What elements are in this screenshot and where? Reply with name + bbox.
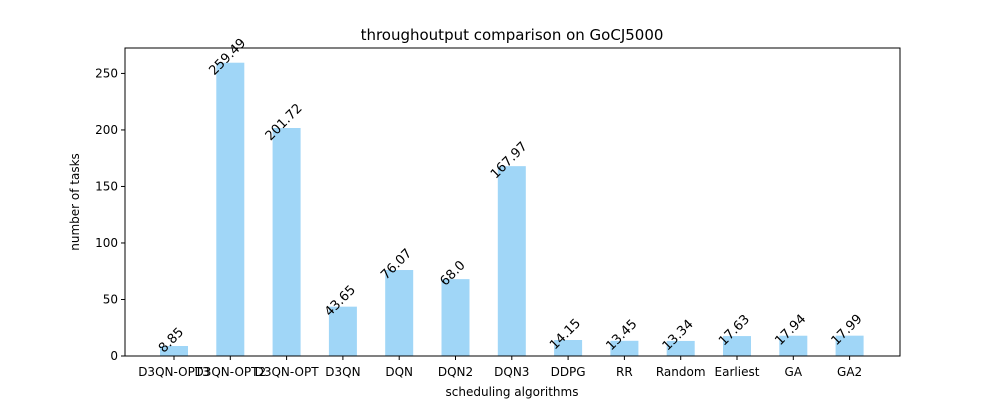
x-tick-label: D3QN-OPT2 [194, 365, 266, 379]
x-tick-label: DQN [385, 365, 413, 379]
y-axis-label: number of tasks [68, 153, 82, 251]
chart-title: throughoutput comparison on GoCJ5000 [361, 26, 664, 44]
x-tick-label: GA [785, 365, 803, 379]
x-tick-label: DQN3 [494, 365, 529, 379]
x-tick-label: Earliest [715, 365, 760, 379]
y-tick-label: 250 [95, 66, 118, 80]
bar-dqn2 [441, 279, 470, 356]
y-axis: 0 50 100 150 200 250 [95, 66, 125, 363]
y-tick-label: 150 [95, 179, 118, 193]
x-tick-label: D3QN-OPT3 [138, 365, 210, 379]
bar-dqn [385, 270, 414, 356]
x-tick-label: RR [616, 365, 633, 379]
x-tick-label: Random [656, 365, 706, 379]
bar-d3qn [328, 306, 357, 356]
y-tick-label: 0 [110, 349, 118, 363]
bar-d3qn-opt2 [216, 62, 245, 356]
bar-dqn3 [497, 166, 526, 356]
bar-ga2 [835, 335, 864, 356]
bar-d3qn-opt [272, 128, 301, 356]
bar-ddpg [554, 340, 583, 356]
x-tick-label: D3QN [325, 365, 360, 379]
bar-earliest [723, 336, 751, 356]
x-tick-label: D3QN-OPT [255, 365, 320, 379]
y-tick-label: 100 [95, 236, 118, 250]
y-tick-label: 50 [103, 292, 118, 306]
plot-frame [124, 47, 901, 357]
bar-random [666, 340, 695, 356]
x-tick-label: GA2 [837, 365, 862, 379]
x-tick-label: DDPG [551, 365, 586, 379]
bar-rr [610, 340, 639, 356]
bar-d3qn-opt3 [160, 345, 188, 356]
bars-group [160, 62, 864, 356]
x-tick-label: DQN2 [438, 365, 473, 379]
x-axis-label: scheduling algorithms [446, 385, 579, 399]
bar-ga [779, 335, 808, 356]
y-tick-label: 200 [95, 123, 118, 137]
